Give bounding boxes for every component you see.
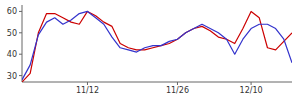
series-line: [22, 11, 292, 79]
x-tick: [251, 82, 252, 85]
y-axis-line: [22, 5, 23, 82]
chart-container: 30 40 50 60 11/12 11/26 12/10: [0, 0, 300, 96]
series-line: [22, 11, 292, 82]
x-tick: [177, 82, 178, 85]
y-tick-label: 40: [7, 50, 17, 59]
y-tick: [19, 32, 22, 33]
y-tick: [19, 54, 22, 55]
chart: 30 40 50 60 11/12 11/26 12/10: [0, 0, 300, 96]
y-tick: [19, 11, 22, 12]
y-tick-label: 60: [7, 7, 17, 16]
x-tick-label: 11/26: [166, 86, 189, 95]
y-tick: [19, 75, 22, 76]
x-tick: [87, 82, 88, 85]
y-tick-label: 30: [7, 72, 17, 81]
plot-area: [22, 11, 292, 82]
x-tick-label: 11/12: [76, 86, 99, 95]
x-tick-label: 12/10: [240, 86, 263, 95]
y-tick-label: 50: [7, 29, 17, 38]
